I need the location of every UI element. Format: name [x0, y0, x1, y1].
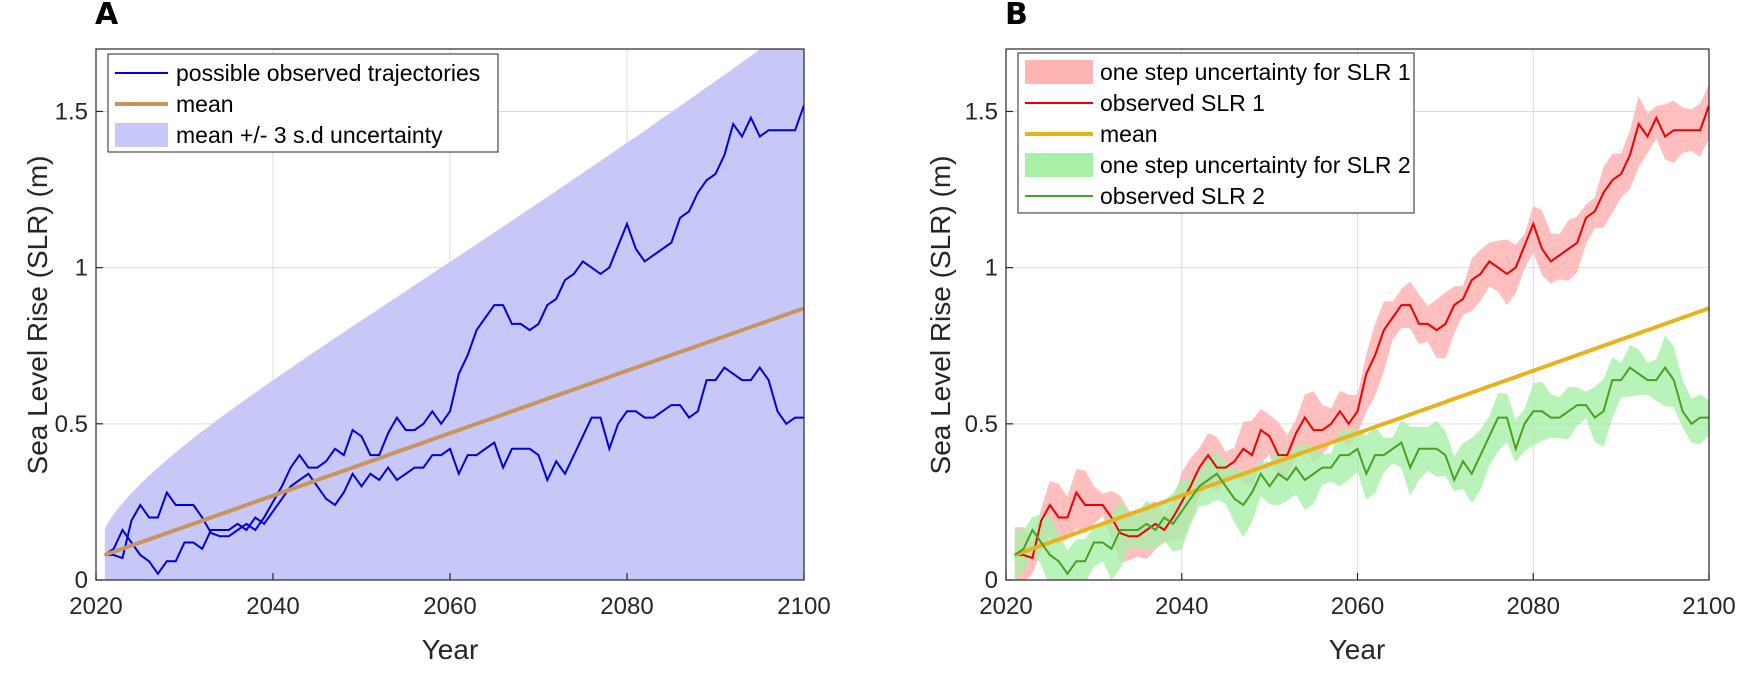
x-tick-label-b: 2060: [1331, 593, 1384, 620]
y-tick-label-a: 0.5: [55, 411, 88, 438]
x-tick-label-a: 2040: [246, 593, 299, 620]
y-tick-label-b: 1: [985, 255, 998, 282]
x-axis-title-b: Year: [1329, 634, 1386, 665]
x-tick-label-a: 2100: [777, 593, 830, 620]
y-tick-label-b: 1.5: [965, 98, 998, 125]
x-axis-title-a: Year: [422, 634, 479, 665]
y-tick-label-a: 1: [75, 255, 88, 282]
y-tick-label-b: 0: [985, 567, 998, 594]
ticks-a: 2020 2040 2060 2080 2100 0 0.5 1 1.5: [55, 98, 831, 620]
legend-label-b: one step uncertainty for SLR 1: [1100, 59, 1411, 85]
x-tick-label-a: 2080: [600, 593, 653, 620]
chart-panel-b: 2020 2040 2060 2080 2100 0 0.5 1 1.5 Year Sea Le…: [925, 48, 1736, 665]
y-tick-label-a: 0: [75, 567, 88, 594]
legend-box-a: [107, 53, 499, 153]
y-tick-label-a: 1.5: [55, 98, 88, 125]
uncertainty-band: [104, 49, 804, 580]
slr2-uncertainty-band: [1014, 335, 1709, 580]
slr1-uncertainty-band: [1014, 84, 1709, 580]
x-tick-label-b: 2020: [979, 593, 1032, 620]
observed-slr1-line: [1014, 104, 1709, 560]
legend-label-a: mean: [176, 91, 234, 117]
y-axis-title-a: Sea Level Rise (SLR) (m): [22, 156, 53, 475]
mean-line: [104, 306, 804, 557]
y-axis-title-b: Sea Level Rise (SLR) (m): [925, 156, 956, 475]
x-tick-label-a: 2060: [423, 593, 476, 620]
legend-label-b: mean: [1100, 121, 1158, 147]
panel-label-a: A: [95, 0, 119, 32]
trajectory-line-2: [104, 365, 804, 576]
legend-b: one step uncertainty for SLR 1 observed S…: [1017, 52, 1415, 214]
legend-swatch-a: [115, 123, 168, 147]
legend-label-b: observed SLR 1: [1100, 90, 1265, 116]
uncertainty-bands-b: [1014, 84, 1709, 580]
series-lines-b: [1014, 104, 1709, 576]
observed-slr2-line: [1014, 365, 1709, 576]
legend-swatch-b: [1025, 153, 1093, 177]
x-tick-label-b: 2040: [1155, 593, 1208, 620]
legend-label-b: observed SLR 2: [1100, 183, 1265, 209]
x-tick-label-a: 2020: [69, 593, 122, 620]
legend-a: possible observed trajectories mean mean +…: [107, 53, 499, 153]
mean-line-b: [1014, 306, 1709, 557]
legend-label-a: mean +/- 3 s.d uncertainty: [176, 122, 443, 148]
x-tick-label-b: 2100: [1682, 593, 1735, 620]
ticks-b: 2020 2040 2060 2080 2100 0 0.5 1 1.5: [965, 98, 1736, 620]
legend-label-a: possible observed trajectories: [176, 60, 480, 86]
legend-label-b: one step uncertainty for SLR 2: [1100, 152, 1411, 178]
trajectory-line-1: [104, 104, 804, 560]
series-lines-a: [104, 104, 804, 576]
legend-swatch-b: [1025, 60, 1093, 84]
chart-panel-a: 2020 2040 2060 2080 2100 0 0.5 1 1.5 Year Sea Le…: [22, 48, 831, 665]
uncertainty-band-a: [104, 49, 804, 580]
panel-label-b: B: [1005, 0, 1028, 32]
y-tick-label-b: 0.5: [965, 411, 998, 438]
x-tick-label-b: 2080: [1507, 593, 1560, 620]
